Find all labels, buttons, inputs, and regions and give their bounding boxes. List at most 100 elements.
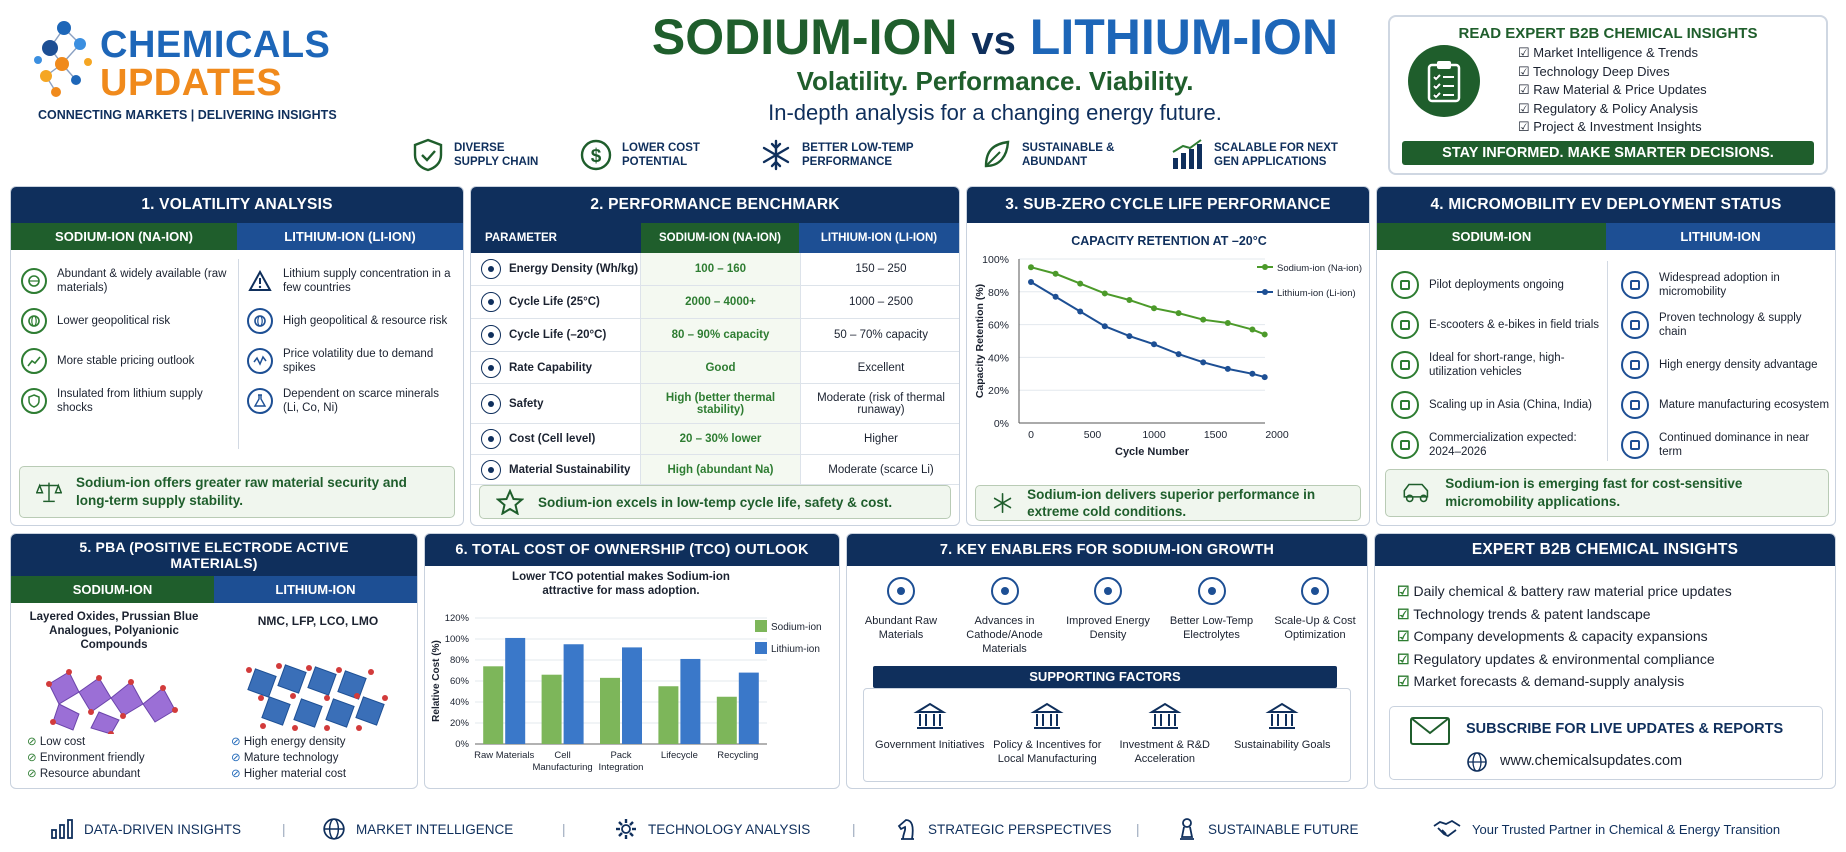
subscribe-box[interactable]: SUBSCRIBE FOR LIVE UPDATES & REPORTS www… (1389, 706, 1823, 780)
data-point (1175, 310, 1182, 317)
bar (680, 658, 701, 744)
pawn-icon (1180, 818, 1194, 840)
data-point (1126, 333, 1133, 340)
page-title: SODIUM-ION vs LITHIUM-ION (440, 8, 1550, 66)
list-item: Ideal for short-range, high-utilization … (1391, 345, 1605, 385)
list-item: Dependent on scarce minerals (Li, Co, Ni… (247, 381, 457, 421)
series-line (1030, 281, 1265, 379)
list-item: Abundant & widely available (raw materia… (21, 261, 233, 301)
data-point (1077, 308, 1084, 315)
promo-box[interactable]: READ EXPERT B2B CHEMICAL INSIGHTS ☑ Mark… (1388, 15, 1828, 175)
feature-strip: DIVERSE SUPPLY CHAIN $ LOWER COST POTENTIA… (412, 136, 1362, 174)
network-icon (887, 577, 915, 605)
logo-line1: CHEMICALS (100, 24, 331, 66)
param-cell: Cycle Life (25°C) (471, 286, 641, 318)
shield-icon (481, 393, 501, 414)
list-item: ☑ Company developments & capacity expans… (1397, 628, 1708, 644)
y-tick-label: 120% (445, 613, 470, 624)
table-body: Energy Density (Wh/kg) 100 – 160 150 – 250… (471, 253, 959, 485)
bar (622, 647, 642, 744)
bar (505, 637, 526, 744)
bar (483, 666, 504, 744)
list-item: More stable pricing outlook (21, 341, 233, 381)
y-axis-label: Relative Cost (%) (431, 640, 442, 722)
feature-item: SUSTAINABLE & ABUNDANT (980, 138, 1170, 172)
y-axis-label: Capacity Retention (%) (974, 284, 986, 398)
svg-text:$: $ (591, 146, 602, 167)
feature-l2: ABUNDANT (1022, 156, 1088, 168)
tco-bar-chart: Lower TCO potential makes Sodium-ion attr… (431, 571, 822, 773)
promo-item: ☑ Technology Deep Dives (1518, 63, 1670, 79)
data-point (1151, 341, 1157, 348)
footer: DATA-DRIVEN INSIGHTS | MARKET INTELLIGEN… (0, 812, 1846, 846)
table-row: Safety High (better thermal stability) Mod… (471, 384, 959, 424)
item-text: Widespread adoption in micromobility (1659, 272, 1780, 298)
data-point (1175, 351, 1182, 358)
col-sodium: SODIUM-ION (11, 576, 214, 603)
lithium-cell: 150 – 250 (855, 263, 907, 275)
x-tick-label: 0 (1028, 429, 1034, 441)
data-point (1261, 374, 1268, 381)
globe-icon (21, 308, 47, 334)
bar (541, 674, 562, 744)
list-item: ⊘ Environment friendly (27, 752, 145, 764)
feature-l1: BETTER LOW-TEMP (802, 142, 914, 154)
website-link[interactable]: www.chemicalsupdates.com (1500, 753, 1683, 769)
table-row: Material Sustainability High (abundant Na… (471, 455, 959, 485)
list-item: Lithium supply concentration in a few co… (247, 261, 457, 301)
subscribe-link[interactable]: SUBSCRIBE FOR LIVE UPDATES & REPORTS (1466, 721, 1784, 737)
list-item: Continued dominance in near term (1621, 425, 1831, 465)
leaf-icon (984, 140, 1010, 168)
col-lithium: LITHIUM-ION (LI-ION) (237, 223, 463, 250)
materials-icon (990, 577, 1019, 605)
item-text: Insulated from lithium supply shocks (57, 388, 203, 414)
item-text: High energy density advantage (1659, 359, 1818, 371)
feature-item: DIVERSE SUPPLY CHAIN (412, 138, 580, 172)
list-item: E-scooters & e-bikes in field trials (1391, 305, 1605, 345)
list-item: ☑ Technology trends & patent landscape (1397, 605, 1651, 622)
growth-icon (1391, 391, 1419, 419)
sodium-cell: 20 – 30% lower (641, 424, 801, 454)
promo-banner[interactable]: STAY INFORMED. MAKE SMARTER DECISIONS. (1402, 141, 1814, 165)
feature-l2: GEN APPLICATIONS (1214, 156, 1327, 168)
sodium-cell: High (better thermal stability) (641, 384, 801, 423)
leaf-icon (1094, 577, 1122, 605)
x-tick-label: Pack (610, 750, 631, 761)
list-item: High energy density advantage (1621, 345, 1831, 385)
lithium-cell: Higher (864, 433, 898, 445)
title-lithium: LITHIUM-ION (1029, 9, 1339, 65)
param-label: Cycle Life (–20°C) (509, 329, 607, 341)
vehicle-icon (1403, 483, 1429, 503)
footer-item: MARKET INTELLIGENCE (322, 817, 513, 841)
data-point (1101, 290, 1108, 297)
y-tick-label: 40% (988, 352, 1009, 364)
th-sodium: SODIUM-ION (NA-ION) (641, 223, 799, 253)
feature-l1: LOWER COST (622, 142, 700, 154)
footer-item: SUSTAINABLE FUTURE (1176, 817, 1359, 841)
legend-marker (1262, 289, 1268, 295)
feature-l2: POTENTIAL (622, 156, 688, 168)
x-tick-label: 1000 (1142, 429, 1166, 441)
col-lithium: LITHIUM-ION (214, 576, 417, 603)
data-point (1261, 331, 1268, 338)
legend-swatch (755, 620, 767, 632)
enabler-label: Improved Energy Density (1066, 615, 1150, 641)
subzero-panel: 3. SUB-ZERO CYCLE LIFE PERFORMANCE CAPAC… (966, 186, 1370, 526)
logo[interactable]: CHEMICALS UPDATES CONNECTING MARKETS | D… (30, 18, 337, 122)
panel-title: 4. MICROMOBILITY EV DEPLOYMENT STATUS (1377, 187, 1835, 223)
x-tick-label: Raw Materials (474, 750, 534, 761)
item-text: Price volatility due to demand spikes (283, 348, 434, 374)
list-item: ☑ Market forecasts & demand-supply analy… (1397, 673, 1685, 689)
supporting-box (863, 688, 1351, 782)
lithium-list: Widespread adoption in micromobility Prov… (1621, 265, 1831, 465)
list-item: ⊘ Low cost (27, 736, 86, 748)
chart-title: Lower TCO potential makes Sodium-ion (512, 571, 730, 583)
snowflake-icon (993, 492, 1012, 514)
feature-l1: DIVERSE (454, 142, 505, 154)
calendar-icon (1391, 431, 1419, 459)
legend-marker (1262, 264, 1268, 270)
list-item: ☑ Regulatory updates & environmental com… (1397, 650, 1715, 667)
scooter-icon (1391, 311, 1419, 339)
sodium-list: Pilot deployments ongoing E-scooters & e-… (1391, 265, 1605, 465)
list-item: ⊘ High energy density (231, 736, 346, 748)
